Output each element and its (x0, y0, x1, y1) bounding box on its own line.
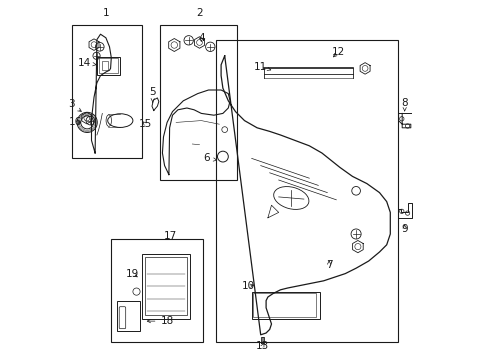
Text: 1: 1 (102, 8, 109, 18)
Bar (111, 239, 203, 342)
Text: 3: 3 (67, 99, 81, 111)
Text: 17: 17 (164, 231, 177, 241)
Text: 15: 15 (139, 119, 152, 129)
Text: 2: 2 (196, 8, 203, 18)
Text: 18: 18 (147, 316, 173, 326)
Bar (142, 254, 190, 319)
Text: 9: 9 (401, 224, 407, 234)
Text: 16: 16 (68, 117, 82, 127)
Bar (99, 58, 118, 73)
Bar (251, 292, 320, 319)
Bar (160, 25, 237, 180)
Text: 11: 11 (254, 62, 270, 72)
Bar (215, 40, 397, 342)
Text: 4: 4 (198, 33, 204, 43)
Text: 12: 12 (331, 47, 344, 57)
Bar (97, 57, 120, 75)
Bar (72, 25, 142, 158)
Text: 8: 8 (401, 98, 407, 111)
Text: 7: 7 (325, 260, 332, 270)
Text: 19: 19 (126, 269, 139, 279)
Text: 6: 6 (203, 153, 216, 163)
Text: 14: 14 (78, 58, 96, 68)
Text: 5: 5 (149, 87, 156, 102)
Bar (117, 301, 140, 331)
Text: 13: 13 (255, 341, 268, 351)
Bar (102, 61, 107, 70)
Bar (253, 293, 316, 317)
Text: 10: 10 (241, 281, 254, 291)
Bar (145, 257, 186, 315)
